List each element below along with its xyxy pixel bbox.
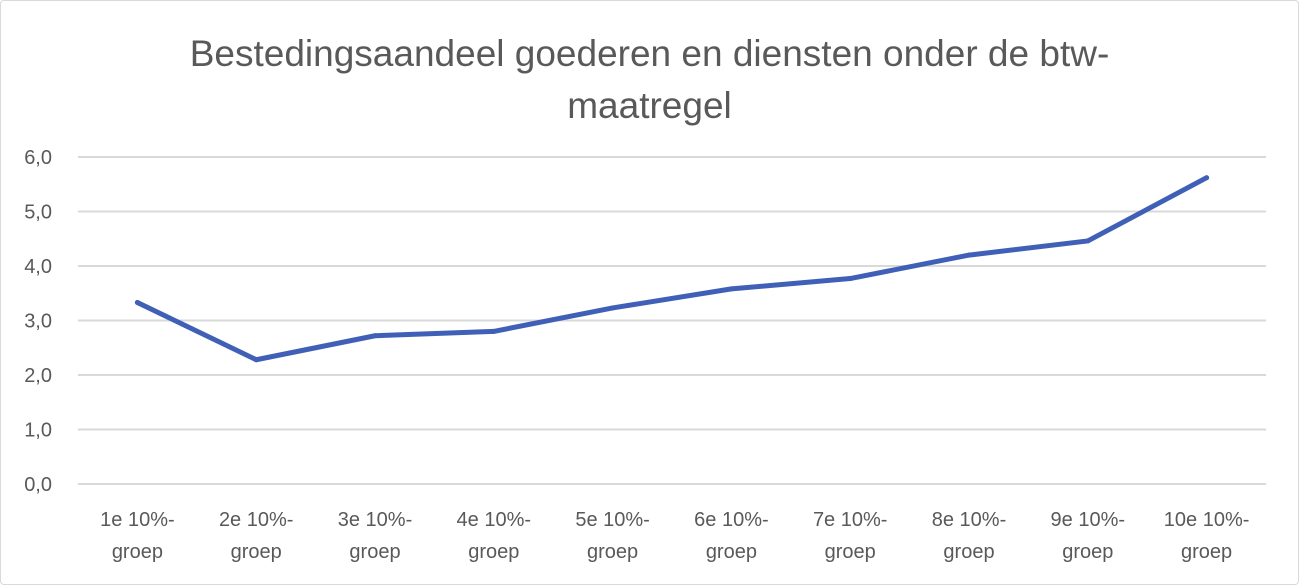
data-point [610,305,616,311]
x-tick-label: 7e 10%-groep [813,509,888,563]
y-tick-label: 6,0 [24,147,52,169]
y-tick-label: 0,0 [24,474,52,496]
data-point [134,300,140,306]
x-tick-label: 5e 10%-groep [575,509,650,563]
data-point [1204,175,1210,181]
x-tick-label: 10e 10%-groep [1164,509,1250,563]
y-tick-label: 3,0 [24,311,52,333]
x-tick-label: 9e 10%-groep [1051,509,1126,563]
y-tick-label: 1,0 [24,420,52,442]
data-point [491,328,497,334]
series-line [134,175,1210,363]
x-tick-label: 8e 10%-groep [932,509,1007,563]
y-axis-ticks: 0,0 1,0 2,0 3,0 4,0 5,0 6,0 [24,147,52,496]
data-point [253,357,259,363]
data-point [372,333,378,339]
y-tick-label: 4,0 [24,256,52,278]
data-point [728,286,734,292]
data-point [1085,238,1091,244]
x-axis-ticks: 1e 10%-groep 2e 10%-groep 3e 10%-groep 4e 1… [100,509,1249,563]
chart-title: Bestedingsaandeel goederen en diensten o… [189,33,1110,126]
series-layer [134,175,1210,363]
x-tick-label: 1e 10%-groep [100,509,175,563]
x-tick-label: 3e 10%-groep [338,509,413,563]
x-tick-label: 4e 10%-groep [457,509,532,563]
data-point [847,276,853,282]
data-point [966,252,972,258]
x-tick-label: 6e 10%-groep [694,509,769,563]
y-tick-label: 5,0 [24,202,52,224]
y-tick-label: 2,0 [24,365,52,387]
gridlines [78,156,1266,485]
x-tick-label: 2e 10%-groep [219,509,294,563]
